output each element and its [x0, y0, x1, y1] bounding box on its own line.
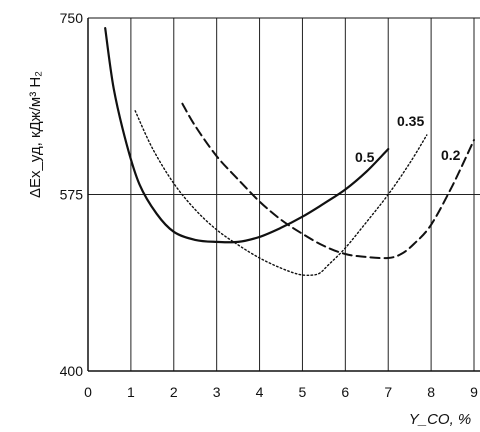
- y-tick-labels: 400 575 750: [60, 10, 84, 379]
- series-layer: [104, 27, 475, 276]
- series-label-0.5: 0.5: [355, 149, 375, 165]
- y-tick-400: 400: [60, 363, 84, 379]
- axis-titles: Y_CO, % ΔEx_уд, кДж/м³ H₂: [27, 71, 471, 428]
- x-tick-5: 5: [299, 384, 307, 400]
- y-axis-title: ΔEx_уд, кДж/м³ H₂: [27, 71, 44, 198]
- plot-frame: [87, 17, 480, 372]
- x-tick-2: 2: [170, 384, 178, 400]
- series-label-0.35: 0.35: [397, 113, 424, 129]
- series-line-0.5: [104, 27, 390, 244]
- x-tick-9: 9: [470, 384, 478, 400]
- x-axis-title: Y_CO, %: [409, 411, 472, 428]
- gridlines: [88, 18, 480, 371]
- series-line-0.2: [181, 102, 475, 260]
- series-label-0.2: 0.2: [441, 147, 461, 163]
- x-tick-7: 7: [384, 384, 392, 400]
- x-tick-8: 8: [427, 384, 435, 400]
- x-tick-6: 6: [341, 384, 349, 400]
- x-tick-4: 4: [256, 384, 264, 400]
- x-tick-labels: 0 1 2 3 4 5 6 7 8 9: [84, 384, 478, 400]
- series-labels: 0.5 0.35 0.2: [355, 113, 461, 165]
- y-tick-575: 575: [60, 187, 84, 203]
- x-tick-0: 0: [84, 384, 92, 400]
- x-tick-3: 3: [213, 384, 221, 400]
- series-line-0.35: [134, 110, 428, 276]
- x-tick-1: 1: [127, 384, 135, 400]
- y-tick-750: 750: [60, 10, 84, 26]
